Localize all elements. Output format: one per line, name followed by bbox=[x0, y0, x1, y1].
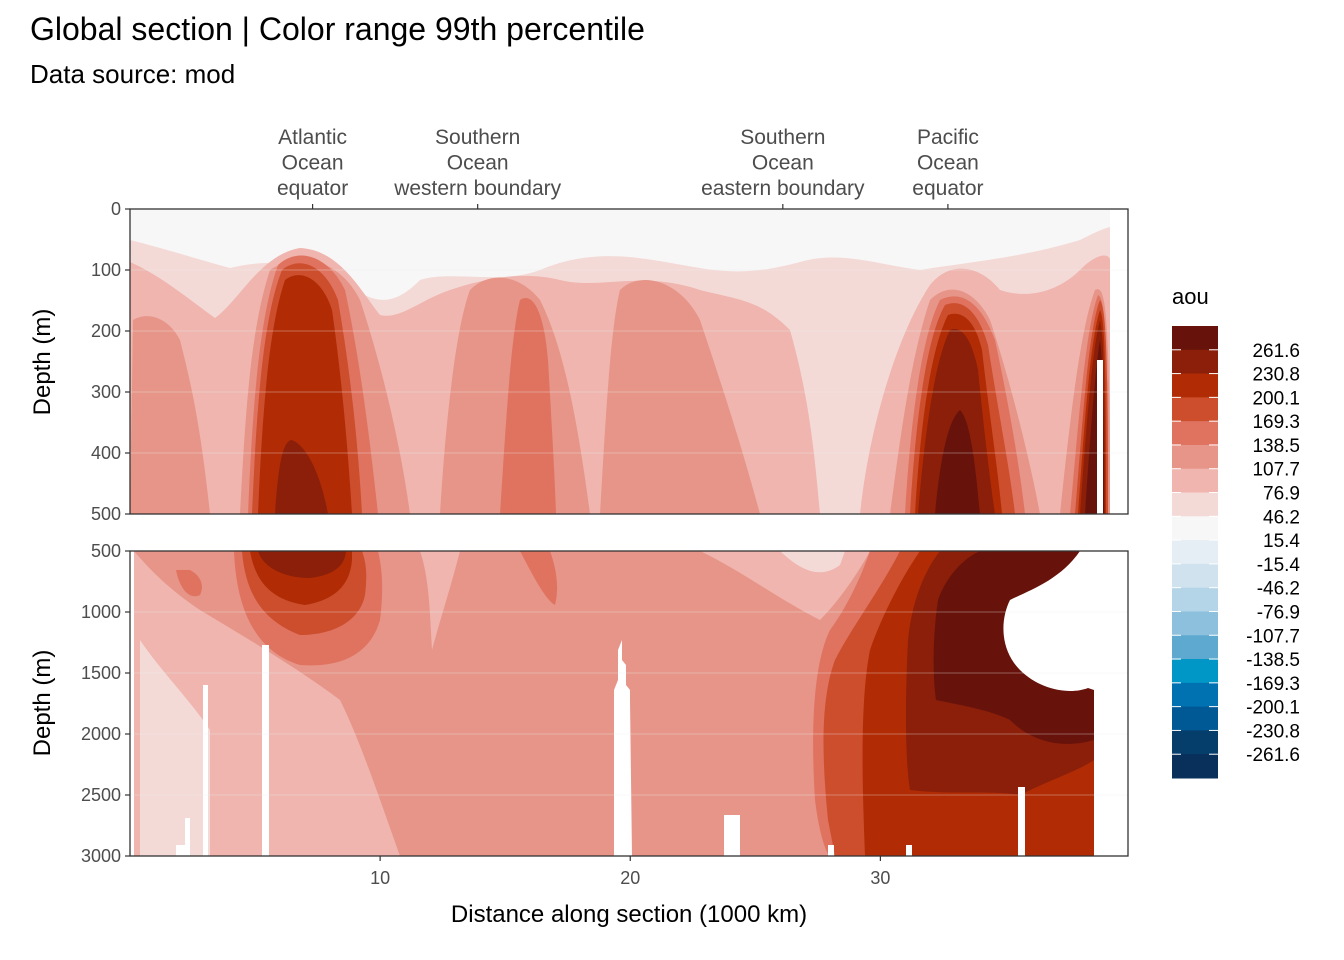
upper-level-231 bbox=[935, 340, 1104, 514]
legend-swatch bbox=[1172, 516, 1218, 541]
upper-level-77 bbox=[130, 260, 1110, 514]
lower-panel-border bbox=[129, 550, 1129, 857]
section-label: western boundary bbox=[393, 177, 561, 200]
chart-subtitle: Data source: mod bbox=[30, 59, 236, 89]
upper-gap-right bbox=[1097, 360, 1103, 514]
upper-panel-border bbox=[129, 208, 1129, 515]
legend-label: 15.4 bbox=[1263, 531, 1300, 552]
y-tick-label: 1000 bbox=[81, 602, 121, 622]
legend-swatch bbox=[1172, 682, 1218, 708]
legend-label: -107.7 bbox=[1246, 626, 1300, 647]
y-axis-lower: 500 1000 1500 2000 2500 3000 bbox=[81, 541, 130, 866]
y-tick-label: 0 bbox=[111, 199, 121, 219]
legend-label: 169.3 bbox=[1252, 412, 1300, 433]
legend-swatch bbox=[1172, 540, 1218, 565]
legend-label: 230.8 bbox=[1252, 365, 1300, 386]
legend-swatch bbox=[1172, 468, 1218, 494]
legend-swatch bbox=[1172, 706, 1218, 731]
legend-swatch bbox=[1172, 421, 1218, 446]
legend-label: 261.6 bbox=[1252, 341, 1300, 362]
legend-label: -230.8 bbox=[1246, 721, 1300, 742]
section-label: equator bbox=[277, 177, 348, 200]
section-label: eastern boundary bbox=[701, 177, 865, 200]
legend-label: -15.4 bbox=[1257, 555, 1301, 576]
legend-swatch bbox=[1172, 326, 1218, 351]
legend-label: -200.1 bbox=[1246, 698, 1300, 719]
y-tick-label: 2000 bbox=[81, 724, 121, 744]
legend-swatch bbox=[1172, 754, 1218, 779]
lower-panel bbox=[130, 551, 1128, 856]
legend-swatch bbox=[1172, 587, 1218, 612]
lower-level-46 bbox=[134, 551, 870, 856]
legend-label: -261.6 bbox=[1246, 745, 1300, 766]
legend-label: -76.9 bbox=[1257, 602, 1300, 623]
section-label: Ocean bbox=[917, 152, 979, 175]
section-label: Atlantic bbox=[278, 126, 347, 149]
top-section-axis: AtlanticOceanequatorSouthernOceanwestern… bbox=[277, 126, 984, 209]
legend-swatch bbox=[1172, 635, 1218, 660]
legend-swatch bbox=[1172, 730, 1218, 755]
y-axis-title-lower: Depth (m) bbox=[29, 650, 56, 757]
legend-swatch bbox=[1172, 659, 1218, 684]
legend-swatch bbox=[1172, 563, 1218, 589]
section-label: equator bbox=[912, 177, 983, 200]
legend-label: 76.9 bbox=[1263, 484, 1300, 505]
legend-label: -46.2 bbox=[1257, 579, 1300, 600]
y-tick-label: 3000 bbox=[81, 846, 121, 866]
y-axis-upper: 0 100 200 300 400 500 bbox=[91, 199, 130, 524]
x-axis-title: Distance along section (1000 km) bbox=[451, 901, 807, 928]
x-tick-label: 10 bbox=[370, 868, 390, 888]
legend-label: 138.5 bbox=[1252, 436, 1300, 457]
y-axis-title-upper: Depth (m) bbox=[29, 309, 56, 416]
legend-swatch bbox=[1172, 444, 1218, 470]
legend-label: 200.1 bbox=[1252, 388, 1300, 409]
legend-label: 107.7 bbox=[1252, 460, 1300, 481]
x-tick-label: 30 bbox=[870, 868, 890, 888]
section-label: Southern bbox=[435, 126, 520, 149]
section-label: Ocean bbox=[282, 152, 344, 175]
legend-swatch bbox=[1172, 373, 1218, 398]
upper-level-200 bbox=[275, 320, 1105, 514]
y-tick-label: 300 bbox=[91, 382, 121, 402]
section-label: Pacific bbox=[917, 126, 979, 149]
y-tick-label: 400 bbox=[91, 443, 121, 463]
lower-level-200 bbox=[258, 551, 346, 578]
section-label: Ocean bbox=[447, 152, 509, 175]
legend-title: aou bbox=[1172, 284, 1209, 309]
upper-panel bbox=[130, 209, 1128, 514]
section-label: Southern bbox=[740, 126, 825, 149]
y-tick-label: 500 bbox=[91, 504, 121, 524]
y-tick-label: 200 bbox=[91, 321, 121, 341]
legend-swatch bbox=[1172, 397, 1218, 422]
section-label: Ocean bbox=[752, 152, 814, 175]
legend-swatch bbox=[1172, 492, 1218, 517]
legend-label: -169.3 bbox=[1246, 674, 1300, 695]
y-tick-label: 100 bbox=[91, 260, 121, 280]
legend-swatch bbox=[1172, 349, 1218, 375]
y-tick-label: 2500 bbox=[81, 785, 121, 805]
x-axis: 10 20 30 bbox=[370, 856, 890, 888]
legend-swatch bbox=[1172, 611, 1218, 636]
y-tick-label: 1500 bbox=[81, 663, 121, 683]
chart-title: Global section | Color range 99th percen… bbox=[30, 11, 645, 47]
legend-label: 46.2 bbox=[1263, 507, 1300, 528]
legend-label: -138.5 bbox=[1246, 650, 1300, 671]
x-tick-label: 20 bbox=[620, 868, 640, 888]
y-tick-label: 500 bbox=[91, 541, 121, 561]
